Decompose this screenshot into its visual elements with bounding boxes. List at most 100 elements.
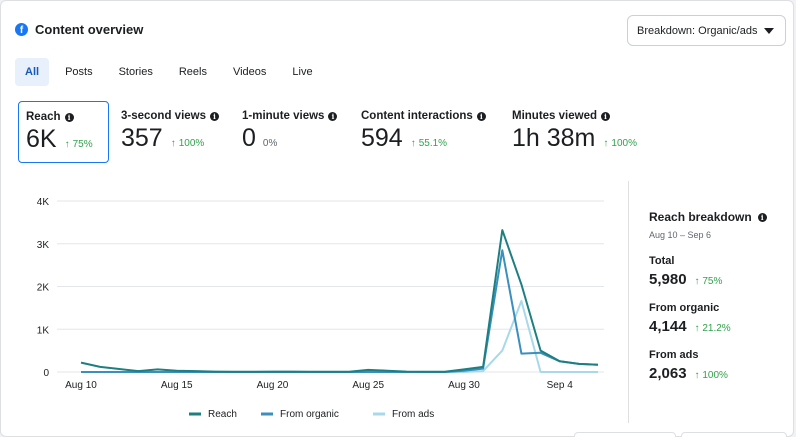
metric-value: 357: [121, 124, 163, 152]
tab-live[interactable]: Live: [282, 58, 322, 86]
metric-value-row: 357 ↑ 100%: [121, 124, 228, 153]
chevron-down-icon: [764, 28, 774, 34]
y-tick-label: 2K: [37, 283, 50, 294]
x-tick-label: Aug 15: [161, 380, 193, 391]
arrow-up-icon: ↑: [603, 138, 609, 149]
arrow-up-icon: ↑: [694, 276, 703, 287]
y-tick-label: 3K: [37, 240, 50, 251]
metric-label-row: Minutes viewed i: [512, 110, 658, 122]
arrow-up-icon: ↑: [694, 370, 703, 381]
series-line-reach: [80, 229, 599, 373]
y-tick-label: 1K: [37, 325, 50, 336]
divider: [628, 181, 629, 423]
breakdown-value-row: 5,980 ↑ 75%: [649, 271, 789, 288]
tab-posts[interactable]: Posts: [55, 58, 103, 86]
x-tick-label: Aug 25: [352, 380, 384, 391]
breakdown-change: ↑ 100%: [695, 370, 728, 381]
tab-stories[interactable]: Stories: [109, 58, 163, 86]
metric-change: ↑ 55.1%: [411, 138, 447, 149]
breakdown-title-row: Reach breakdown i: [649, 210, 789, 224]
x-tick-label: Aug 10: [65, 380, 97, 391]
metric-value-row: 0 0%: [242, 124, 347, 153]
x-tick-label: Aug 20: [257, 380, 289, 391]
metric-value: 0: [242, 124, 256, 152]
metric-3-second-views[interactable]: 3-second views i 357 ↑ 100%: [114, 101, 235, 163]
tab-label: Posts: [65, 66, 93, 78]
metric-value-row: 1h 38m ↑ 100%: [512, 124, 658, 153]
breakdown-change-value: 21.2%: [702, 323, 731, 334]
info-icon[interactable]: i: [476, 111, 486, 121]
breakdown-title: Reach breakdown: [649, 210, 752, 224]
breakdown-value-row: 2,063 ↑ 100%: [649, 365, 789, 382]
legend-label: From ads: [392, 409, 434, 420]
tab-label: All: [25, 66, 40, 78]
info-icon[interactable]: i: [210, 111, 220, 121]
breakdown-change: ↑ 21.2%: [695, 323, 731, 334]
metric-change: ↑ 100%: [171, 138, 205, 149]
card-header: f Content overview: [15, 22, 143, 37]
tab-label: Reels: [178, 66, 207, 78]
reach-line-chart[interactable]: 0 1K 2K 3K 4K Aug 10 Aug 15 Aug 20 Aug 25 Aug 30 S…: [21, 187, 611, 427]
info-icon[interactable]: i: [757, 212, 767, 222]
metric-change: ↑ 75%: [65, 139, 93, 150]
breakdown-value: 5,980: [649, 271, 687, 288]
tab-label: Videos: [232, 66, 267, 78]
metric-change-value: 55.1%: [418, 138, 448, 149]
breakdown-label-organic: From organic: [649, 302, 720, 314]
tab-all[interactable]: All: [15, 58, 50, 86]
metric-reach[interactable]: Reach i 6K ↑ 75%: [18, 101, 109, 163]
metric-minutes-viewed[interactable]: Minutes viewed i 1h 38m ↑ 100%: [505, 101, 665, 163]
series-line-from-ads: [81, 300, 598, 373]
x-tick-label: Sep 4: [547, 380, 574, 391]
content-type-tabs: All Posts Stories Reels Videos Live: [15, 58, 329, 86]
breakdown-change-value: 100%: [702, 370, 728, 381]
y-tick-label: 4K: [37, 197, 50, 208]
metric-change-value: 100%: [178, 138, 205, 149]
breakdown-dates: Aug 10 – Sep 6: [649, 230, 712, 240]
metric-label: Content interactions: [361, 110, 473, 122]
metric-label-row: 1-minute views i: [242, 110, 347, 122]
tab-label: Stories: [118, 66, 153, 78]
metric-change: ↑ 100%: [603, 138, 637, 149]
breakdown-dropdown-label: Breakdown: Organic/ads: [637, 24, 758, 37]
metric-label: Minutes viewed: [512, 110, 597, 122]
legend-label: From organic: [280, 409, 339, 420]
breakdown-label-total: Total: [649, 255, 675, 267]
breakdown-change-value: 75%: [702, 276, 723, 287]
footer-button[interactable]: [681, 432, 787, 437]
arrow-up-icon: ↑: [694, 323, 703, 334]
y-tick-label: 0: [43, 368, 49, 379]
footer-button[interactable]: [574, 432, 676, 437]
reach-breakdown-panel: Reach breakdown i Aug 10 – Sep 6 Total 5,…: [649, 210, 789, 382]
tab-videos[interactable]: Videos: [223, 58, 276, 86]
arrow-up-icon: ↑: [64, 139, 70, 150]
info-icon[interactable]: i: [328, 111, 338, 121]
metric-change-value: 0%: [262, 138, 278, 149]
info-icon[interactable]: i: [64, 112, 74, 122]
metric-value: 1h 38m: [512, 124, 596, 152]
metric-value-row: 6K ↑ 75%: [26, 125, 101, 154]
breakdown-dropdown[interactable]: Breakdown: Organic/ads: [627, 15, 786, 46]
tab-label: Live: [292, 66, 313, 78]
facebook-icon: f: [15, 23, 28, 36]
metric-content-interactions[interactable]: Content interactions i 594 ↑ 55.1%: [354, 101, 505, 163]
metric-1-minute-views[interactable]: 1-minute views i 0 0%: [235, 101, 354, 163]
metric-label-row: 3-second views i: [121, 110, 228, 122]
metric-label: 3-second views: [121, 110, 207, 122]
breakdown-value: 4,144: [649, 318, 687, 335]
info-icon[interactable]: i: [601, 111, 610, 121]
arrow-up-icon: ↑: [170, 138, 176, 149]
arrow-up-icon: ↑: [410, 138, 416, 149]
metric-label-row: Reach i: [26, 111, 101, 123]
breakdown-label-ads: From ads: [649, 349, 699, 361]
series-line-from-organic: [81, 249, 599, 373]
tab-reels[interactable]: Reels: [169, 58, 217, 86]
metric-value-row: 594 ↑ 55.1%: [361, 124, 498, 153]
x-tick-label: Aug 30: [448, 380, 480, 391]
metric-value: 594: [361, 124, 403, 152]
metric-change-value: 75%: [72, 139, 93, 150]
breakdown-value-row: 4,144 ↑ 21.2%: [649, 318, 789, 335]
page-title: Content overview: [35, 22, 144, 37]
legend-label: Reach: [208, 409, 237, 420]
